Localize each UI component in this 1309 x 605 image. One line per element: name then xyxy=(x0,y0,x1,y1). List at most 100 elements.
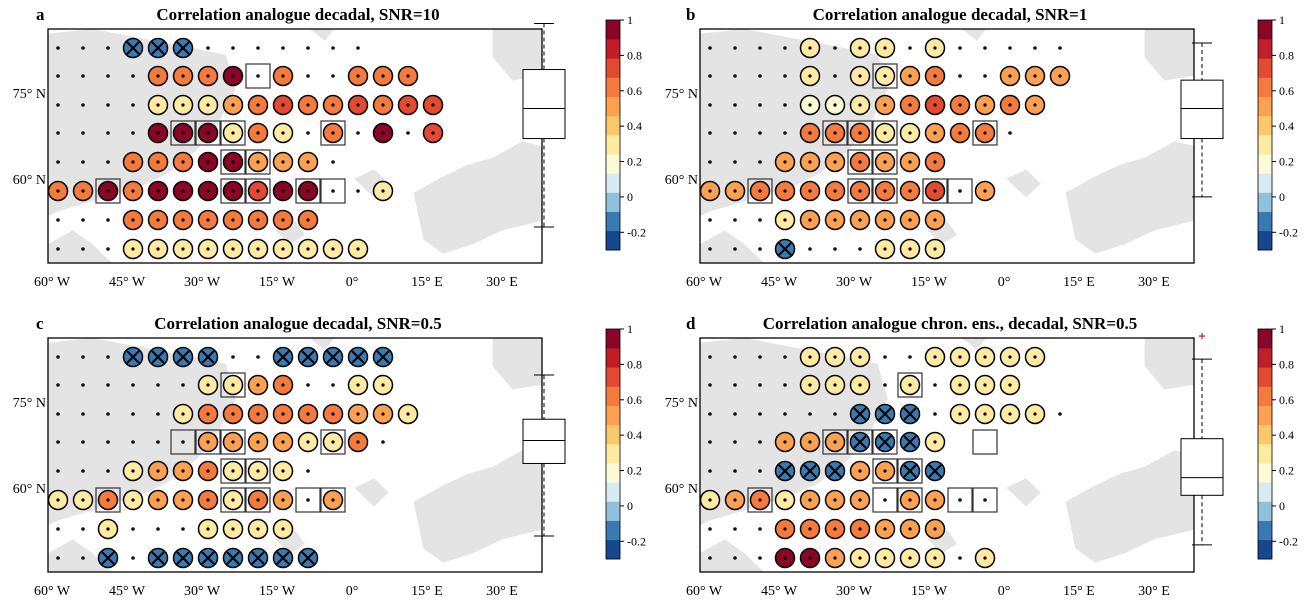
grid-dot xyxy=(156,383,160,387)
grid-dot xyxy=(958,46,962,50)
center-dot xyxy=(206,498,210,502)
significance-box xyxy=(872,149,898,175)
center-dot xyxy=(833,160,837,164)
grid-dot xyxy=(708,469,712,473)
cross-mark xyxy=(126,350,140,364)
panel-letter: d xyxy=(686,314,696,333)
grid-dot xyxy=(758,355,762,359)
center-dot xyxy=(1058,74,1062,78)
center-dot xyxy=(908,74,912,78)
significance-box xyxy=(170,429,196,455)
y-tick-label: 60° N xyxy=(665,173,698,188)
grid-dot xyxy=(958,189,962,193)
grid-dot xyxy=(56,527,60,531)
grid-dot xyxy=(81,383,85,387)
cross-mark xyxy=(903,407,917,421)
center-dot xyxy=(883,103,887,107)
land-mass xyxy=(309,338,335,350)
grid-dot xyxy=(883,355,887,359)
center-dot xyxy=(808,440,812,444)
grid-dot xyxy=(708,527,712,531)
center-dot xyxy=(808,131,812,135)
land-mass xyxy=(700,230,765,263)
significance-box xyxy=(170,120,196,146)
grid-dot xyxy=(708,160,712,164)
center-dot xyxy=(908,218,912,222)
land-mass xyxy=(413,450,542,563)
colorbar-segment xyxy=(1258,405,1272,426)
colorbar-frame xyxy=(1257,328,1273,560)
colorbar-segment xyxy=(1258,482,1272,502)
center-dot xyxy=(908,103,912,107)
colorbar-segment xyxy=(606,386,620,406)
grid-dot xyxy=(908,46,912,50)
grid-dot xyxy=(783,131,787,135)
center-dot xyxy=(356,74,360,78)
grid-dot xyxy=(758,131,762,135)
center-dot xyxy=(908,498,912,502)
center-dot xyxy=(833,355,837,359)
grid-dot xyxy=(708,355,712,359)
grid-dot xyxy=(983,46,987,50)
grid-dot xyxy=(106,160,110,164)
significance-box xyxy=(245,458,271,484)
center-dot xyxy=(933,218,937,222)
center-dot xyxy=(331,131,335,135)
center-dot xyxy=(933,160,937,164)
center-dot xyxy=(908,527,912,531)
x-tick-label: 30° E xyxy=(486,584,518,599)
center-dot xyxy=(206,218,210,222)
center-dot xyxy=(231,189,235,193)
cross-mark xyxy=(351,350,365,364)
colorbar-segment xyxy=(1258,520,1272,541)
colorbar-segment xyxy=(1258,77,1272,97)
center-dot xyxy=(206,412,210,416)
y-tick-label: 60° N xyxy=(13,482,46,497)
center-dot xyxy=(131,189,135,193)
significance-box xyxy=(245,63,271,89)
colorbar-segment xyxy=(1258,539,1272,560)
colorbar-tick-label: 0.4 xyxy=(1279,428,1294,442)
center-dot xyxy=(983,103,987,107)
grid-dot xyxy=(356,189,360,193)
grid-dot xyxy=(256,46,260,50)
colorbar-segment xyxy=(1258,463,1272,483)
x-tick-label: 15° E xyxy=(1063,275,1095,290)
colorbar-tick-label: 0 xyxy=(627,190,633,204)
cross-mark xyxy=(176,350,190,364)
x-tick-label: 15° W xyxy=(911,275,948,290)
grid-dot xyxy=(181,383,185,387)
grid-dot xyxy=(733,469,737,473)
center-dot xyxy=(858,189,862,193)
colorbar-segment xyxy=(1258,20,1272,40)
center-dot xyxy=(908,189,912,193)
center-dot xyxy=(231,527,235,531)
grid-dot xyxy=(306,46,310,50)
grid-dot xyxy=(256,355,260,359)
center-dot xyxy=(381,412,385,416)
boxplot-box xyxy=(522,418,566,464)
colorbar-tick-label: 0.8 xyxy=(1279,357,1294,371)
x-tick-label: 45° W xyxy=(109,584,146,599)
center-dot xyxy=(306,440,310,444)
center-dot xyxy=(256,247,260,251)
center-dot xyxy=(933,103,937,107)
grid-dot xyxy=(758,412,762,416)
cross-mark xyxy=(326,350,340,364)
grid-dot xyxy=(1058,412,1062,416)
center-dot xyxy=(833,218,837,222)
grid-dot xyxy=(231,355,235,359)
significance-box xyxy=(95,178,121,204)
grid-dot xyxy=(131,383,135,387)
center-dot xyxy=(206,383,210,387)
significance-box xyxy=(295,178,321,204)
significance-box xyxy=(220,178,246,204)
colorbar-segment xyxy=(1258,173,1272,193)
colorbar-segment xyxy=(606,444,620,464)
x-tick-label: 0° xyxy=(346,275,359,290)
center-dot xyxy=(933,498,937,502)
grid-dot xyxy=(331,189,335,193)
grid-dot xyxy=(81,355,85,359)
colorbar-segment xyxy=(1258,135,1272,155)
colorbar-frame xyxy=(605,328,621,560)
